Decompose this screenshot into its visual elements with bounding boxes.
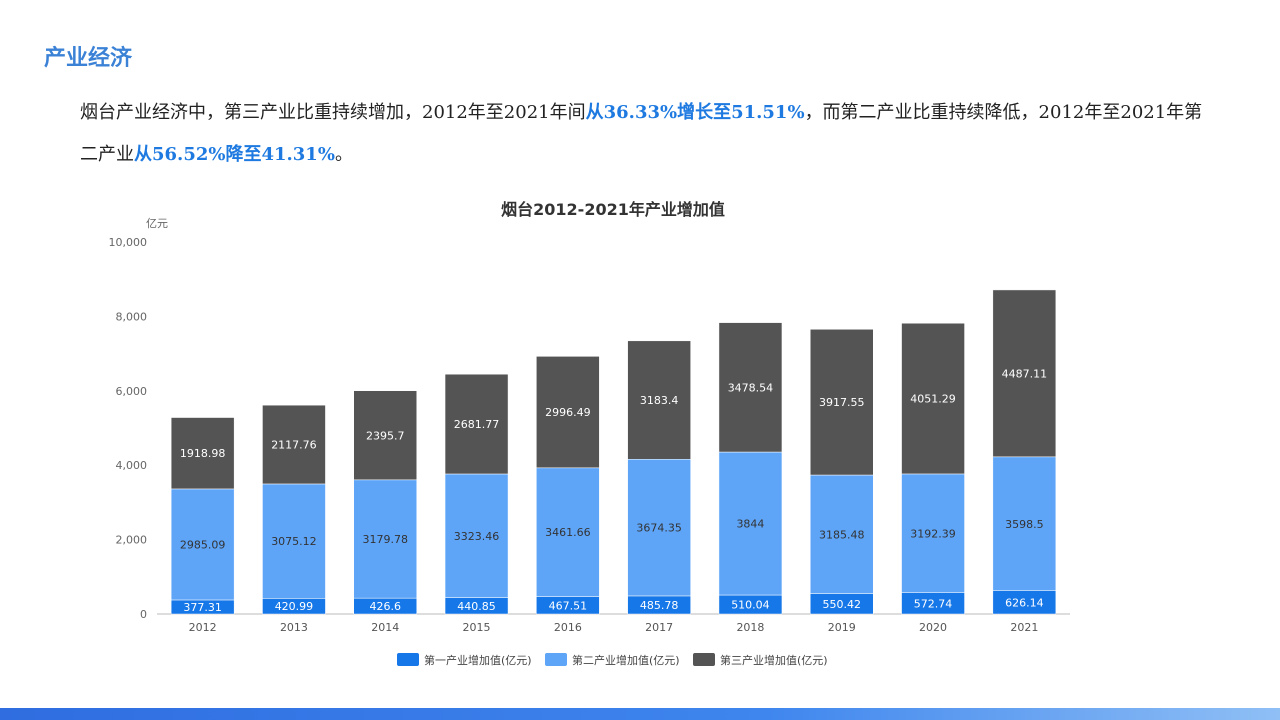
footer-accent-bar — [0, 708, 1280, 720]
data-label: 4487.11 — [1002, 367, 1048, 380]
bar-segment-series-3 — [262, 404, 326, 485]
data-label: 3674.35 — [636, 522, 682, 535]
data-label: 3917.55 — [819, 396, 865, 409]
bar-segment-series-3 — [353, 390, 417, 481]
bar-segment-series-2 — [444, 473, 509, 598]
data-label: 626.14 — [1005, 596, 1044, 609]
y-tick-label: 10,000 — [109, 236, 148, 249]
data-label: 3183.4 — [640, 394, 679, 407]
data-label: 3185.48 — [819, 528, 865, 541]
bar-segment-series-3 — [718, 322, 783, 453]
legend-swatch — [397, 653, 419, 666]
stacked-bar-chart: 烟台2012-2021年产业增加值 亿元 0 2,000 4,000 6,000 8,0… — [109, 200, 1070, 667]
data-label: 2395.7 — [366, 429, 405, 442]
data-label: 420.99 — [275, 600, 314, 613]
data-label: 2985.09 — [180, 538, 226, 551]
data-label: 2117.76 — [271, 439, 317, 452]
intro-text-2: ，而第二产业比重持续降低，2012年至2021年第二产业 — [80, 102, 1203, 165]
x-tick-label: 2017 — [645, 621, 673, 634]
legend-swatch — [693, 653, 715, 666]
legend-swatch — [545, 653, 567, 666]
data-label: 3478.54 — [728, 381, 774, 394]
data-label: 485.78 — [640, 599, 679, 612]
y-axis: 0 2,000 4,000 6,000 8,000 10,000 — [109, 236, 148, 621]
bar-segment-series-2 — [718, 451, 783, 596]
legend-label: 第二产业增加值(亿元) — [572, 653, 680, 667]
y-axis-unit-label: 亿元 — [146, 217, 168, 230]
x-tick-label: 2019 — [828, 621, 856, 634]
y-tick-label: 6,000 — [116, 385, 148, 398]
section-title: 产业经济 — [44, 45, 133, 71]
intro-highlight-tertiary: 从36.33%增长至51.51% — [585, 102, 805, 123]
x-tick-label: 2016 — [554, 621, 582, 634]
bar-segment-series-2 — [353, 479, 417, 599]
x-tick-label: 2012 — [189, 621, 217, 634]
data-label: 3323.46 — [454, 530, 500, 543]
y-tick-label: 2,000 — [116, 534, 148, 547]
bar-segment-series-3 — [444, 373, 509, 475]
data-label: 510.04 — [731, 599, 770, 612]
data-label: 4051.29 — [910, 393, 956, 406]
x-tick-label: 2014 — [371, 621, 399, 634]
x-tick-label: 2013 — [280, 621, 308, 634]
bar-segment-series-3 — [901, 322, 965, 475]
data-label: 3075.12 — [271, 535, 317, 548]
x-tick-label: 2018 — [736, 621, 764, 634]
y-tick-label: 4,000 — [116, 459, 148, 472]
bar-segment-series-2 — [992, 456, 1057, 591]
data-label: 440.85 — [457, 600, 496, 613]
bar-segment-series-2 — [536, 467, 600, 597]
intro-text-1: 烟台产业经济中，第三产业比重持续增加，2012年至2021年间 — [80, 102, 586, 123]
data-label: 377.31 — [183, 601, 222, 614]
data-label: 3179.78 — [363, 533, 409, 546]
chart-title: 烟台2012-2021年产业增加值 — [501, 200, 725, 219]
x-tick-label: 2021 — [1010, 621, 1038, 634]
data-label: 426.6 — [370, 600, 402, 613]
intro-highlight-secondary: 从56.52%降至41.31% — [134, 144, 335, 165]
data-label: 467.51 — [549, 599, 588, 612]
y-tick-label: 0 — [140, 608, 147, 621]
bar-segment-series-3 — [810, 329, 874, 476]
legend-label: 第三产业增加值(亿元) — [720, 653, 828, 667]
x-axis: 2012 2013 2014 2015 2016 2017 2018 2019 2020 2021 — [157, 613, 1070, 634]
data-label: 572.74 — [914, 597, 953, 610]
data-label: 1918.98 — [180, 447, 226, 460]
bar-segment-series-3 — [992, 289, 1057, 458]
intro-text-3: 。 — [334, 144, 353, 165]
bar-segment-series-3 — [627, 340, 691, 460]
bar-segment-series-2 — [810, 474, 874, 594]
data-label: 3461.66 — [545, 526, 591, 539]
data-label: 2681.77 — [454, 418, 500, 431]
bar-segment-series-3 — [170, 417, 235, 490]
bars-group: 377.31 2985.09 1918.98 420.99 3075.12 2117.76… — [170, 289, 1057, 615]
bar-segment-series-2 — [901, 473, 965, 593]
data-label: 3844 — [736, 518, 764, 531]
data-label: 3192.39 — [910, 527, 956, 540]
x-tick-label: 2020 — [919, 621, 947, 634]
chart-container: 烟台2012-2021年产业增加值 亿元 0 2,000 4,000 6,000 8,0… — [0, 180, 1280, 680]
data-label: 3598.5 — [1005, 518, 1044, 531]
legend: 第一产业增加值(亿元) 第二产业增加值(亿元) 第三产业增加值(亿元) — [397, 653, 828, 667]
intro-paragraph: 烟台产业经济中，第三产业比重持续增加，2012年至2021年间从36.33%增长… — [80, 92, 1220, 176]
y-tick-label: 8,000 — [116, 310, 148, 323]
x-tick-label: 2015 — [463, 621, 491, 634]
legend-label: 第一产业增加值(亿元) — [424, 653, 532, 667]
bar-segment-series-2 — [627, 458, 691, 597]
data-label: 550.42 — [823, 598, 862, 611]
bar-segment-series-3 — [536, 356, 600, 469]
data-label: 2996.49 — [545, 406, 591, 419]
